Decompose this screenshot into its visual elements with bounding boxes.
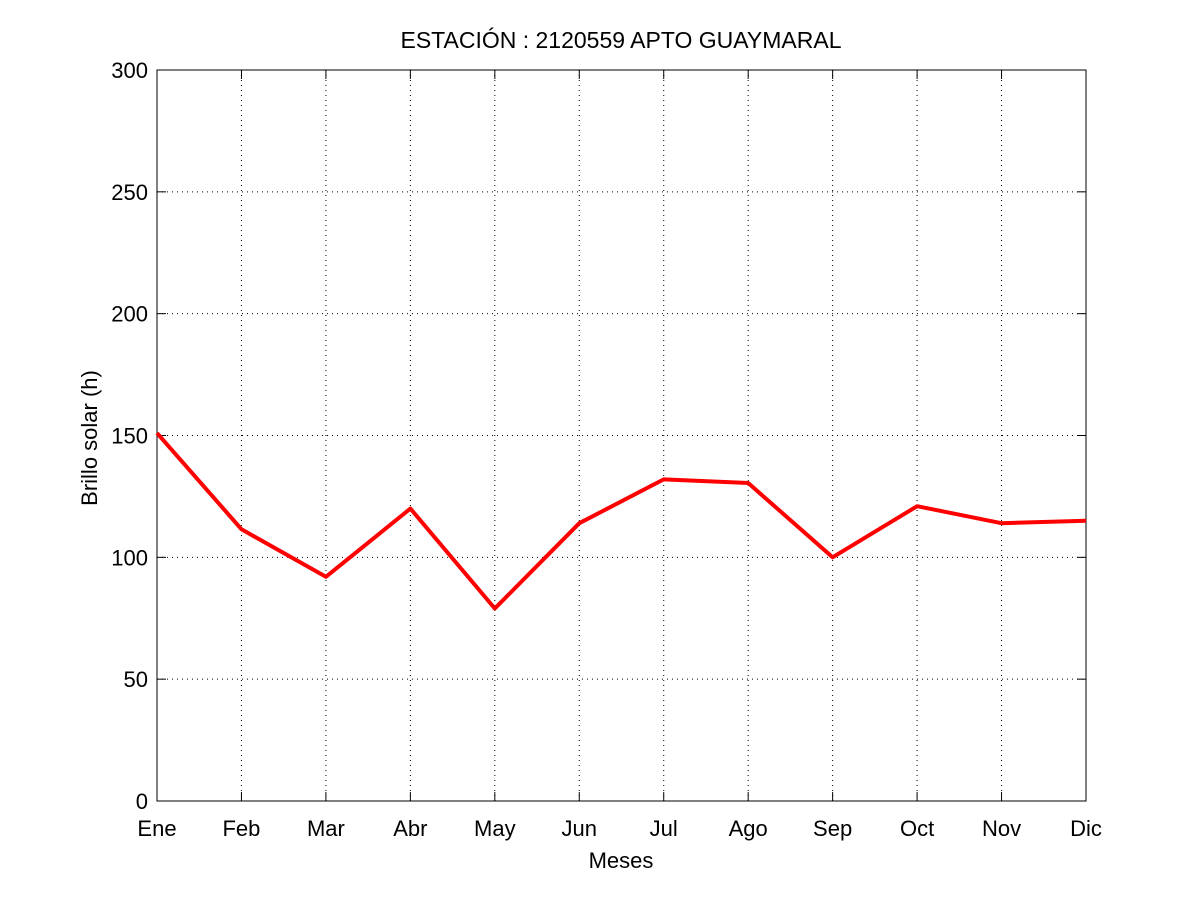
series-layer bbox=[155, 431, 1087, 611]
y-axis-label: Brillo solar (h) bbox=[77, 370, 102, 506]
x-axis-label: Meses bbox=[589, 848, 654, 873]
x-tick-label: Dic bbox=[1070, 816, 1102, 841]
y-tick-label: 200 bbox=[111, 302, 148, 327]
y-tick-label: 150 bbox=[111, 424, 148, 449]
tick-labels: Ene Feb Mar Abr May Jun Jul Ago Sep Oct Nov Dic 0 50 1… bbox=[111, 58, 1102, 841]
x-tick-label: Jun bbox=[562, 816, 597, 841]
x-tick-label: May bbox=[474, 816, 516, 841]
x-tick-label: Abr bbox=[393, 816, 427, 841]
x-tick-label: Ene bbox=[137, 816, 176, 841]
x-tick-label: Ago bbox=[729, 816, 768, 841]
y-tick-label: 50 bbox=[124, 667, 148, 692]
x-tick-label: Nov bbox=[982, 816, 1021, 841]
y-tick-label: 0 bbox=[136, 789, 148, 814]
series-line bbox=[155, 431, 1087, 611]
x-tick-label: Oct bbox=[900, 816, 934, 841]
y-tick-label: 250 bbox=[111, 180, 148, 205]
grid bbox=[157, 70, 1086, 801]
plot-background bbox=[157, 70, 1086, 801]
chart-title: ESTACIÓN : 2120559 APTO GUAYMARAL bbox=[400, 27, 841, 53]
x-tick-label: Mar bbox=[307, 816, 345, 841]
y-tick-label: 100 bbox=[111, 545, 148, 570]
y-tick-label: 300 bbox=[111, 58, 148, 83]
x-tick-label: Jul bbox=[650, 816, 678, 841]
x-tick-label: Feb bbox=[222, 816, 260, 841]
x-tick-label: Sep bbox=[813, 816, 852, 841]
